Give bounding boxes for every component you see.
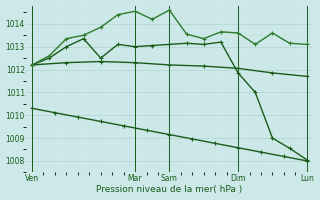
X-axis label: Pression niveau de la mer( hPa ): Pression niveau de la mer( hPa )	[96, 185, 243, 194]
